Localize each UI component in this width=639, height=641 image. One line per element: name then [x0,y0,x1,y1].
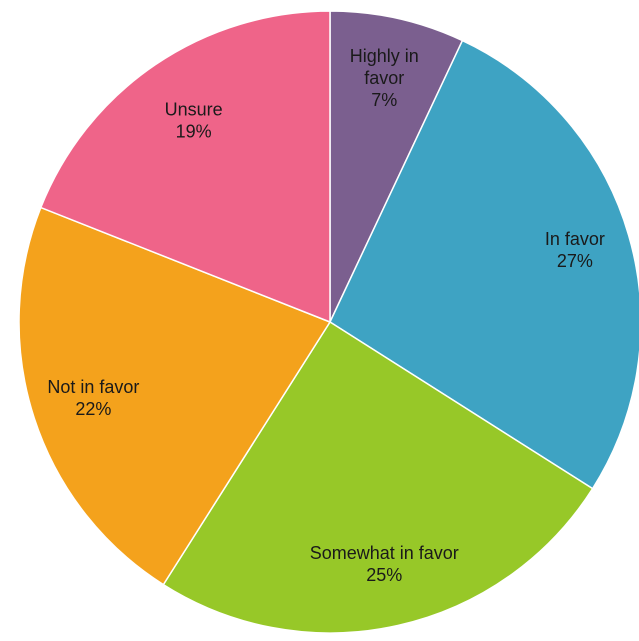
slice-category-label: Somewhat in favor [310,543,459,563]
slice-label-somewhat-in-favor: Somewhat in favor 25% [310,543,459,585]
slice-label-unsure: Unsure 19% [165,99,223,141]
slice-label-highly-in-favor: Highly in favor 7% [350,46,419,110]
slice-label-in-favor: In favor 27% [545,229,605,271]
slice-category-label: favor [364,68,404,88]
pie-labels: Highly in favor 7% In favor 27% Somewhat in f… [47,46,605,585]
pie-slice-highly-in-favor [329,10,464,323]
slice-label-not-in-favor: Not in favor 22% [47,377,139,419]
slice-value-label: 27% [557,251,593,271]
slice-value-label: 22% [75,399,111,419]
slice-category-label: Highly in [350,46,419,66]
slice-value-label: 19% [176,121,212,141]
pie-slice-somewhat-in-favor [162,320,594,634]
slice-category-label: Not in favor [47,377,139,397]
slice-category-label: Unsure [165,99,223,119]
pie-slice-in-favor [329,39,639,490]
pie-slices [18,10,639,634]
slice-category-label: In favor [545,229,605,249]
slice-value-label: 7% [371,90,397,110]
pie-slice-unsure [39,10,331,324]
slice-value-label: 25% [366,565,402,585]
pie-slice-not-in-favor [18,206,332,586]
